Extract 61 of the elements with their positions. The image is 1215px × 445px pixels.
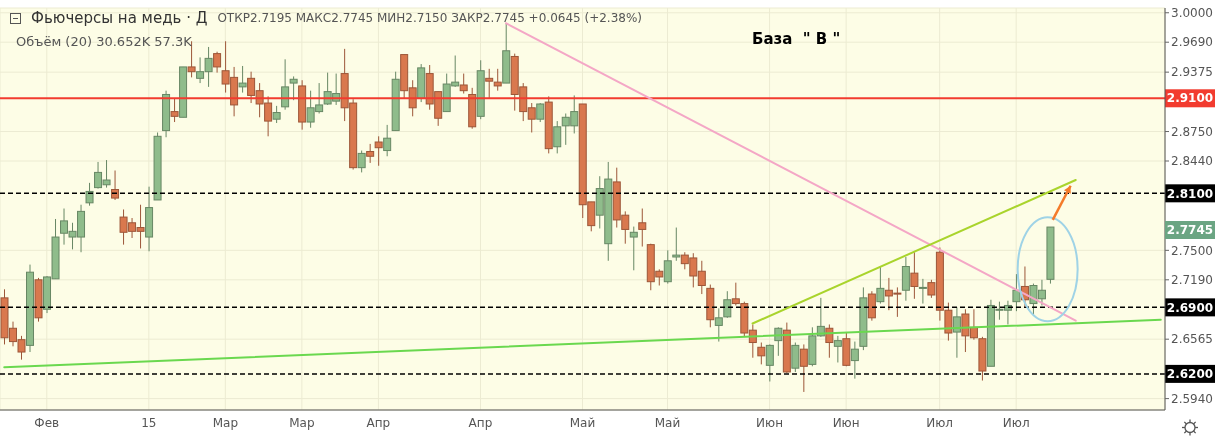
ref-line-label: 2.8100 [1166,186,1214,201]
candlestick [111,170,120,201]
x-tick-label: Июл [926,415,954,430]
candlestick [459,73,468,95]
x-tick-label: Апр [468,415,493,430]
ref-line-label: 2.6900 [1166,300,1214,315]
candlestick [366,143,375,164]
candlestick [799,343,808,393]
candlestick [901,256,910,302]
candlestick [867,290,876,322]
candlestick [1012,273,1021,312]
candlestick [638,208,647,248]
chart-title: Фьючерсы на медь · Д [31,9,208,27]
x-tick-label: Июл [1002,415,1030,430]
y-tick-label: 2.5940 [1171,391,1213,406]
x-tick-label: Май [654,415,681,430]
candlestick [281,58,290,111]
candlestick [85,182,94,207]
y-tick-label: 2.7500 [1171,243,1213,258]
candlestick [213,51,222,74]
x-tick-label: Июн [756,415,784,430]
candlestick [629,226,638,271]
candlestick [952,306,961,359]
chart-subtitle: ОТКР2.7195 МАКС2.7745 МИН2.7150 ЗАКР2.7745 +0.0645 (+2.38%) [217,11,643,25]
candlestick [383,124,392,157]
candlestick [757,342,766,365]
candlestick [289,75,298,101]
x-tick-label: Июн [832,415,860,430]
y-tick-label: 2.7190 [1171,273,1213,288]
y-tick-label: 2.8440 [1171,154,1213,169]
y-tick-label: 2.9690 [1171,35,1213,50]
candlestick [672,227,681,262]
x-tick-label: Мар [212,415,239,430]
y-tick-label: 2.9375 [1171,65,1213,80]
candlestick [876,266,885,305]
ref-line-label: 2.6200 [1166,367,1214,382]
x-tick-label: Фев [34,415,60,430]
candlestick [374,135,383,167]
annotation: База " В " [752,30,841,48]
y-tick-label: 2.8750 [1171,124,1213,139]
annotation: Объём (20) 30.652K 57.3K [16,34,192,49]
candlestick [553,120,562,154]
candlestick [910,251,919,300]
x-tick-label: 15 [141,415,157,430]
x-tick-label: Апр [366,415,391,430]
candlestick [850,341,859,380]
x-tick-label: Май [569,415,596,430]
text: 2.7745 [1165,221,1215,239]
candlestick [918,278,927,305]
y-tick-label: 2.6565 [1171,332,1213,347]
candlestick [238,65,247,94]
candlestick [663,249,672,285]
candlestick [170,97,179,123]
ref-line-label: 2.9100 [1166,91,1214,106]
candlestick [833,335,842,363]
candlestick [765,343,774,382]
candlestick [536,102,545,123]
candlestick [791,342,800,373]
y-tick-label: 3.0000 [1171,6,1213,21]
candlestick [357,150,366,173]
x-tick-label: Мар [289,415,315,430]
